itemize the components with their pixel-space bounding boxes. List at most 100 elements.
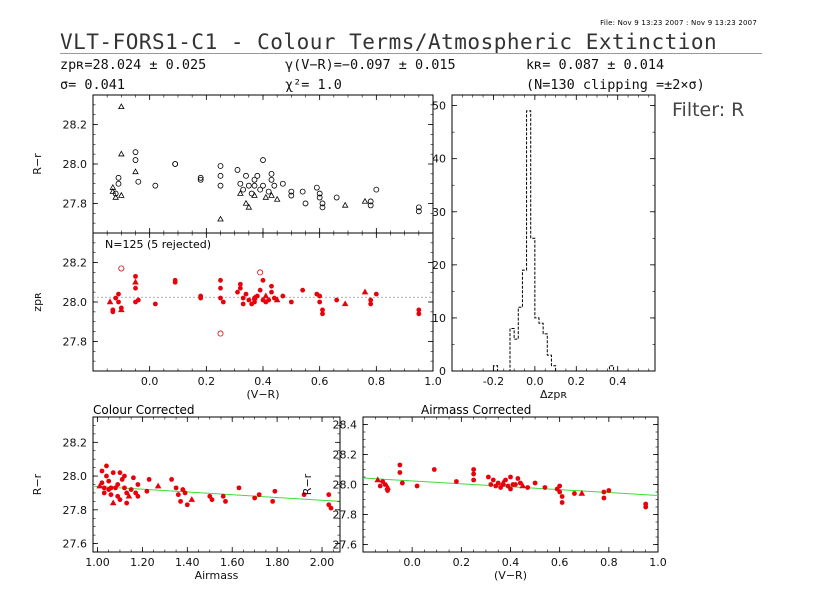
data-point-triangle (106, 298, 114, 305)
colour-term-value: γ(V−R)=−0.097 ± 0.015 (285, 57, 456, 73)
y-tick-label: 20 (432, 259, 446, 272)
data-point (178, 498, 183, 504)
data-point (373, 291, 379, 297)
data-point (508, 486, 513, 492)
data-point (300, 287, 306, 293)
data-point (117, 470, 123, 476)
zeropoint-value: zpʀ=28.024 ± 0.025 (60, 57, 207, 73)
data-point (152, 301, 158, 307)
data-point (490, 477, 496, 483)
data-point (265, 188, 272, 195)
data-point (415, 204, 422, 211)
data-point (333, 194, 340, 201)
data-point (367, 198, 374, 205)
plot-frame (451, 94, 656, 372)
data-point-triangle (273, 296, 281, 303)
panel-title: Colour Corrected (93, 403, 195, 417)
data-point (317, 293, 323, 299)
data-point (152, 182, 159, 189)
x-tick-label: 0.8 (368, 375, 386, 388)
data-point-triangle (268, 191, 275, 198)
data-point (243, 291, 249, 297)
data-point (643, 501, 649, 507)
rejected-point (257, 269, 264, 276)
data-point (243, 172, 249, 179)
data-point (266, 297, 272, 303)
y-tick-label: 27.8 (63, 197, 88, 210)
y-tick-label: 28.0 (63, 158, 88, 171)
data-point (257, 186, 264, 193)
data-point (601, 489, 607, 495)
data-point (236, 485, 242, 491)
airmass-corrected-plot: 27.6 27.8 28.0 28.2 28.4 0.0 0.2 0.4 0.6 0.8 1.0 R−… (301, 403, 667, 582)
zeropoint-scatter-plot: 27.8 28.0 28.2 0.0 0.2 0.4 0.6 0.8 1.0 zpʀ (V−R) N=… (31, 232, 442, 401)
data-point (108, 485, 114, 491)
data-point-triangle (118, 103, 125, 110)
y-tick-label: 28.2 (63, 257, 88, 270)
page-title: VLT-FORS1-C1 - Colour Terms/Atmospheric … (60, 30, 718, 54)
data-point (252, 299, 257, 305)
data-point (431, 467, 437, 472)
y-tick-label: 50 (432, 100, 446, 113)
data-point (172, 161, 179, 167)
data-point (559, 500, 565, 505)
extinction-value: kʀ= 0.087 ± 0.014 (526, 57, 665, 73)
y-tick-label: 28.2 (63, 436, 88, 449)
data-point (572, 491, 577, 496)
data-point (197, 174, 204, 181)
data-point (302, 200, 309, 207)
data-point (99, 468, 105, 474)
x-axis-label: (V−R) (247, 388, 280, 401)
data-point (115, 180, 122, 187)
data-point (260, 277, 266, 283)
data-point (124, 500, 130, 506)
data-point (235, 289, 240, 295)
data-point-triangle (262, 292, 270, 299)
data-point (471, 467, 477, 472)
data-point (471, 471, 477, 477)
data-point (252, 495, 258, 501)
raw-scatter-plot: 27.8 28.0 28.2 R−r (31, 94, 434, 234)
data-point (272, 488, 278, 494)
data-point (135, 297, 141, 303)
data-point (237, 285, 243, 291)
y-tick-label: 27.8 (63, 504, 88, 517)
colour-corrected-plot: 27.6 27.8 28.0 28.2 1.00 1.20 1.40 1.60 1.80 2.00… (31, 403, 341, 582)
x-tick-label: 1.60 (220, 556, 245, 569)
data-point (416, 311, 422, 317)
data-point (144, 488, 150, 494)
y-tick-label: 28.0 (63, 470, 88, 483)
data-point (317, 299, 323, 305)
data-point (135, 178, 142, 185)
panel-title: Airmass Corrected (421, 403, 531, 417)
chi-square-value: χ²= 1.0 (285, 77, 342, 93)
plot-frame (362, 416, 659, 553)
x-axis-label: (V−R) (494, 569, 527, 582)
data-point-triangle (125, 492, 133, 499)
y-tick-label: 28.4 (333, 419, 358, 432)
data-point (319, 200, 326, 207)
data-point (113, 295, 119, 301)
data-point-triangle (109, 499, 117, 506)
data-point (316, 190, 323, 197)
data-point (116, 299, 121, 305)
rejected-point (118, 265, 125, 272)
data-point (260, 182, 266, 189)
y-tick-label: 28.2 (333, 449, 358, 462)
data-point (316, 194, 323, 201)
data-point (110, 309, 116, 315)
data-point (237, 281, 243, 287)
data-point (454, 479, 459, 484)
y-tick-label: 40 (432, 153, 446, 166)
data-point (220, 299, 226, 305)
data-point (525, 485, 531, 490)
histogram-outline (452, 110, 655, 372)
data-point (517, 480, 523, 486)
data-point (217, 182, 224, 189)
data-point (271, 295, 277, 301)
data-point (115, 174, 122, 181)
data-point (399, 480, 405, 486)
data-point (133, 273, 138, 279)
data-point-triangle (237, 189, 244, 196)
